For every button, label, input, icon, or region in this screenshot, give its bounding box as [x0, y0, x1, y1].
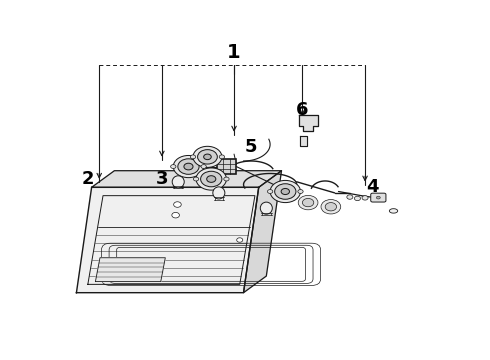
Circle shape — [172, 212, 179, 218]
Ellipse shape — [260, 202, 272, 214]
Text: 1: 1 — [227, 44, 241, 62]
Text: 3: 3 — [156, 170, 168, 188]
Circle shape — [173, 156, 204, 177]
Circle shape — [275, 184, 296, 199]
Circle shape — [200, 171, 222, 187]
Circle shape — [376, 196, 380, 199]
Circle shape — [190, 155, 196, 159]
Circle shape — [321, 199, 341, 214]
Text: 4: 4 — [367, 178, 379, 196]
Polygon shape — [298, 115, 318, 131]
Circle shape — [197, 150, 218, 164]
Ellipse shape — [172, 176, 184, 188]
Ellipse shape — [213, 187, 225, 199]
Polygon shape — [244, 171, 281, 293]
Circle shape — [173, 202, 181, 207]
FancyBboxPatch shape — [371, 193, 386, 202]
Circle shape — [302, 198, 314, 207]
Text: 6: 6 — [296, 101, 309, 119]
Polygon shape — [92, 171, 281, 187]
Circle shape — [193, 146, 222, 167]
Circle shape — [325, 203, 337, 211]
Circle shape — [207, 176, 216, 183]
Circle shape — [298, 195, 318, 210]
Ellipse shape — [390, 209, 398, 213]
Circle shape — [224, 177, 229, 181]
Circle shape — [204, 154, 211, 159]
Circle shape — [298, 190, 303, 193]
Circle shape — [354, 196, 361, 201]
Circle shape — [196, 168, 226, 190]
Circle shape — [268, 190, 273, 193]
Circle shape — [281, 188, 290, 194]
Circle shape — [270, 180, 300, 203]
Circle shape — [184, 163, 193, 170]
Circle shape — [171, 165, 176, 168]
Circle shape — [237, 238, 243, 242]
Polygon shape — [300, 136, 307, 146]
Circle shape — [362, 195, 368, 200]
Text: 5: 5 — [245, 138, 257, 156]
Circle shape — [219, 155, 224, 159]
Circle shape — [194, 177, 199, 181]
Bar — [217, 159, 236, 174]
Polygon shape — [76, 187, 259, 293]
Circle shape — [201, 165, 206, 168]
Circle shape — [347, 195, 353, 199]
Circle shape — [178, 159, 199, 174]
Polygon shape — [96, 258, 165, 282]
Text: 2: 2 — [81, 170, 94, 188]
